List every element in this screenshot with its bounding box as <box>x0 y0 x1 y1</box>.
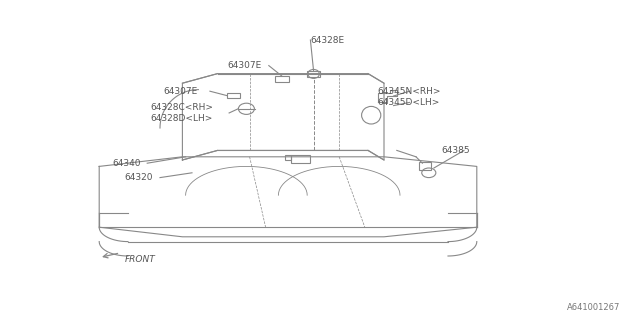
Text: 64345D<LH>: 64345D<LH> <box>378 98 440 107</box>
Text: 64307E: 64307E <box>227 61 262 70</box>
Text: 64385: 64385 <box>442 146 470 155</box>
Text: FRONT: FRONT <box>125 255 156 264</box>
Text: 64320: 64320 <box>125 173 154 182</box>
Bar <box>419 162 431 170</box>
Bar <box>227 93 240 98</box>
Text: 64328E: 64328E <box>310 36 344 44</box>
Text: 64307E: 64307E <box>163 87 198 96</box>
Text: 64345N<RH>: 64345N<RH> <box>378 87 441 96</box>
Text: 64328C<RH>: 64328C<RH> <box>150 103 213 112</box>
Text: 64328D<LH>: 64328D<LH> <box>150 114 212 123</box>
Bar <box>275 76 289 82</box>
Text: 64340: 64340 <box>112 159 141 168</box>
Bar <box>291 155 310 163</box>
Bar <box>307 71 320 77</box>
Bar <box>285 155 291 160</box>
Text: A641001267: A641001267 <box>568 303 621 312</box>
